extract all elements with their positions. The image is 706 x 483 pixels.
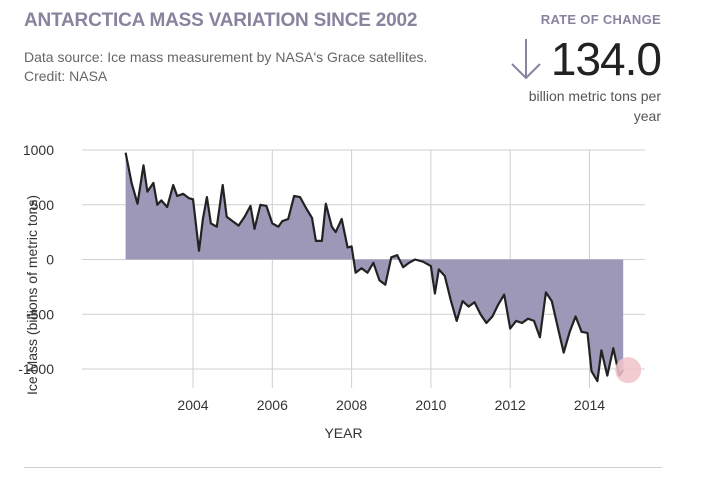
x-tick-label: 2008 (336, 397, 367, 413)
x-axis-label: YEAR (324, 425, 362, 441)
rate-of-change-unit: billion metric tons per year (528, 88, 661, 124)
x-tick-label: 2004 (177, 397, 208, 413)
rate-of-change-value: 134.0 (550, 33, 662, 85)
y-tick-label: -500 (26, 306, 54, 322)
y-axis-label: Ice Mass (billions of metric tons) (24, 195, 40, 395)
y-tick-label: 0 (46, 252, 54, 268)
x-tick-label: 2010 (415, 397, 446, 413)
y-tick-label: 1000 (23, 142, 54, 158)
data-source-note: Data source: Ice mass measurement by NAS… (24, 48, 427, 86)
latest-value-marker (615, 357, 642, 384)
data-source-line: Data source: Ice mass measurement by NAS… (24, 49, 428, 65)
bottom-divider (24, 467, 662, 468)
x-tick-label: 2014 (574, 397, 605, 413)
x-tick-label: 2012 (495, 397, 526, 413)
down-arrow-icon (511, 39, 541, 80)
rate-of-change-value-row: 134.0 (509, 33, 662, 85)
credit-line: Credit: NASA (24, 68, 108, 84)
y-tick-labels: 1000 500 0 -500 -1000 (18, 142, 54, 377)
x-tick-labels: 2004 2006 2008 2010 2012 2014 (177, 397, 605, 413)
chart-title: ANTARCTICA MASS VARIATION SINCE 2002 (24, 10, 418, 31)
rate-of-change-label: RATE OF CHANGE (540, 12, 661, 27)
y-tick-label: -1000 (18, 361, 54, 377)
ice-mass-area (125, 152, 624, 382)
x-tick-label: 2006 (257, 397, 288, 413)
ice-mass-line (124, 152, 625, 383)
y-tick-label: 500 (31, 197, 55, 213)
